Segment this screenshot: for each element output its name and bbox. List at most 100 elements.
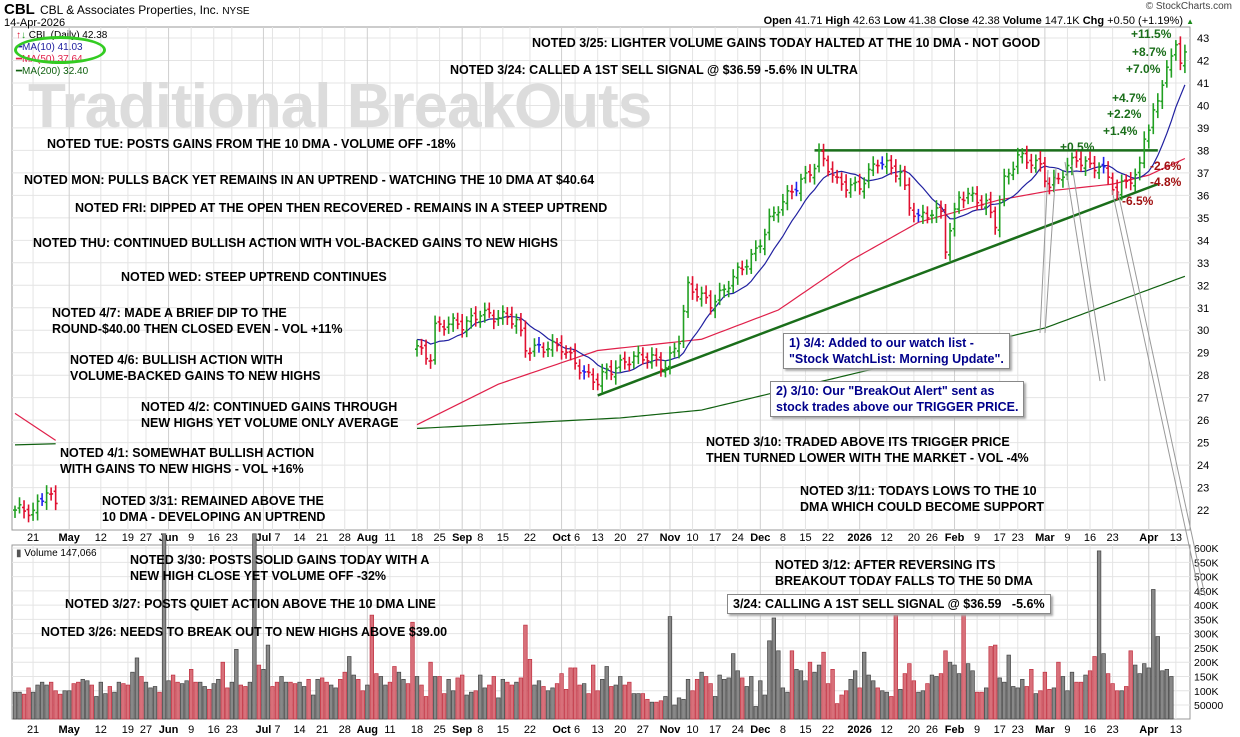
price-bar [807, 164, 812, 183]
volume-bar [243, 686, 248, 720]
price-tick-label: 43 [1197, 33, 1209, 45]
price-bar [568, 346, 573, 361]
price-bar [780, 193, 785, 216]
price-bar [798, 173, 803, 202]
date-tick-label: 23 [1012, 532, 1024, 544]
date-tick-label: 12 [881, 532, 893, 544]
price-bar [1097, 162, 1102, 180]
price-bar [1101, 156, 1106, 174]
price-bar [776, 206, 781, 223]
price-bar [961, 191, 966, 209]
volume-bar [943, 650, 948, 720]
watermark: Traditional BreakOuts [28, 72, 652, 141]
volume-bar [862, 651, 867, 720]
date-tick-label: Mar [1035, 532, 1055, 544]
volume-bar [1029, 669, 1034, 720]
volume-bar [270, 686, 275, 720]
volume-bar [112, 691, 117, 720]
date-tick-label: 9 [1064, 724, 1070, 736]
callout-connector [1039, 169, 1049, 334]
volume-bar [965, 663, 971, 720]
annotation-callout-box: 1) 3/4: Added to our watch list - "Stock… [783, 333, 1010, 369]
volume-bar [134, 657, 140, 720]
price-tick-label: 40 [1197, 100, 1209, 112]
price-bar [44, 485, 49, 510]
price-bar [40, 493, 45, 506]
chart-note: NOTED MON: PULLS BACK YET REMAINS IN AN … [24, 173, 595, 187]
date-tick-label: 27 [637, 724, 649, 736]
volume-bar [414, 676, 420, 720]
volume-bar [979, 691, 984, 720]
volume-bar [1105, 673, 1111, 720]
date-tick-label: 27 [140, 532, 152, 544]
price-bar [600, 363, 605, 394]
chart-note: NOTED WED: STEEP UPTREND CONTINUES [121, 270, 387, 284]
volume-bar [871, 680, 876, 720]
volume-bar [48, 681, 54, 720]
date-tick-label: 23 [1107, 724, 1119, 736]
price-bar [726, 280, 731, 298]
price-bar [708, 290, 713, 315]
volume-bar [121, 683, 126, 720]
price-bar [722, 284, 727, 298]
price-bar [555, 338, 560, 352]
volume-bar [478, 674, 483, 720]
price-bar [871, 156, 876, 177]
chart-note: NOTED 3/25: LIGHTER VOLUME GAINS TODAY H… [532, 36, 1041, 50]
volume-bar [71, 683, 76, 720]
volume-bar [789, 650, 795, 720]
price-bar [446, 316, 451, 334]
ma50-swatch-icon: ━ [16, 54, 23, 65]
chart-note: NOTED 3/11: TODAYS LOWS TO THE 10 DMA WH… [800, 484, 1044, 514]
volume-bar [1155, 636, 1160, 720]
price-bar [527, 347, 532, 361]
volume-bar [378, 676, 384, 720]
callout-connector [1111, 189, 1201, 597]
date-tick-label: 8 [477, 532, 483, 544]
chart-note: NOTED 4/7: MADE A BRIEF DIP TO THE ROUND… [52, 306, 343, 336]
percent-change-label: +2.2% [1107, 107, 1142, 121]
volume-bar [225, 687, 230, 720]
price-bar [636, 345, 641, 365]
price-bar [826, 155, 831, 177]
date-tick-label: 22 [822, 724, 834, 736]
date-tick-label: 21 [316, 724, 328, 736]
volume-bar [907, 663, 912, 720]
price-bar [654, 348, 659, 367]
volume-bar [1133, 664, 1138, 720]
volume-bar [889, 696, 894, 720]
volume-bar [893, 614, 898, 720]
volume-bar [347, 656, 352, 720]
date-tick-label: Jul [255, 724, 271, 736]
price-bar [875, 159, 880, 174]
volume-bar [125, 684, 131, 720]
price-bar [731, 269, 736, 293]
price-bar [1142, 131, 1147, 169]
volume-bar [825, 683, 831, 720]
volume-bar [198, 681, 203, 720]
volume-bar [482, 687, 487, 720]
volume-bar [622, 684, 627, 720]
price-bar [546, 341, 551, 358]
volume-bar [1169, 676, 1174, 720]
volume-bar [834, 703, 840, 720]
volume-bar [771, 617, 777, 720]
price-bar [993, 206, 998, 235]
volume-bar [920, 690, 926, 720]
date-tick-label: 7 [274, 724, 280, 736]
ticker-symbol: CBL [4, 1, 35, 18]
price-bar [1106, 161, 1111, 185]
annotation-callout-box: 3/24: CALLING A 1ST SELL SIGNAL @ $36.59… [727, 594, 1051, 614]
price-bar [518, 312, 523, 337]
price-bar [884, 152, 889, 175]
price-bar [469, 308, 474, 329]
volume-bar [654, 701, 659, 720]
price-bar [1119, 174, 1124, 201]
volume-bar [383, 684, 388, 720]
volume-bar [342, 671, 347, 720]
price-bar [613, 360, 618, 385]
volume-bar [1047, 688, 1052, 720]
ma10-line [416, 84, 1186, 374]
volume-bar [21, 693, 27, 720]
price-tick-label: 34 [1197, 235, 1209, 247]
